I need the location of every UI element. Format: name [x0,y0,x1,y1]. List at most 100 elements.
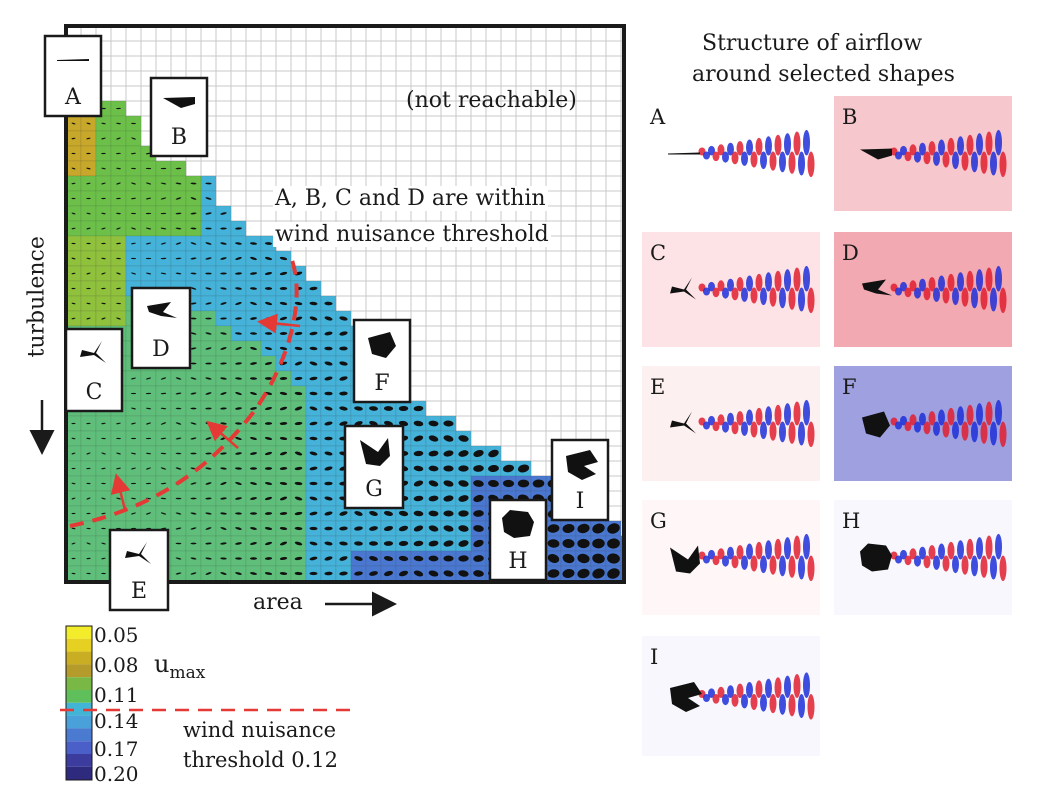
colorbar-swatch [66,677,92,690]
map-shape-glyph [71,227,76,230]
map-shape-glyph [250,301,257,306]
map-shape-glyph [71,317,76,320]
map-shape-glyph [428,420,439,427]
colorbar-swatch [66,638,92,652]
map-shape-glyph [145,257,152,260]
map-shape-glyph [175,542,182,545]
colorbar-swatch [66,728,92,742]
map-shape-glyph [235,346,242,351]
map-shape-glyph [190,242,197,245]
map-shape-glyph [235,482,242,485]
map-shape-glyph [294,436,303,441]
map-shape-glyph [130,482,137,485]
map-shape-glyph [205,272,212,275]
notched-blob-icon [670,545,700,574]
map-shape-glyph [592,553,605,564]
map-shape-glyph [250,437,257,440]
map-shape-glyph [339,346,348,351]
map-shape-glyph [324,346,333,351]
map-shape-glyph [205,407,212,410]
map-shape-glyph [279,316,288,321]
airflow-panel-label: H [842,509,860,533]
map-shape-glyph [458,555,469,562]
map-shape-glyph [175,422,182,425]
map-shape-glyph [443,540,454,547]
map-shape-glyph [86,287,91,290]
map-shape-glyph [175,182,182,185]
map-shape-glyph [324,331,333,336]
map-shape-glyph [339,541,348,546]
map-shape-glyph [592,523,605,534]
map-shape-glyph [279,332,288,335]
x-axis-label: area [253,590,303,615]
map-shape-glyph [294,481,303,486]
map-shape-glyph [190,497,197,500]
callout-h: H [488,498,548,582]
map-shape-glyph [205,557,212,560]
map-shape-glyph [205,302,212,305]
map-shape-glyph [309,496,318,501]
map-shape-glyph [488,479,499,488]
map-shape-glyph [309,376,318,381]
wake-vortices [698,129,815,178]
callout-label: E [131,579,147,604]
map-shape-glyph [130,212,137,215]
map-shape-glyph [160,257,167,260]
map-shape-glyph [130,152,137,155]
map-shape-glyph [86,152,91,155]
arrowhead-icon [147,302,177,318]
map-shape-glyph [235,497,242,500]
map-shape-glyph [428,480,439,487]
map-shape-glyph [101,242,106,245]
map-shape-glyph [190,437,197,440]
thin-plate-icon [57,59,89,61]
map-shape-glyph [339,571,348,576]
map-shape-glyph [428,570,439,577]
airflow-panel-label: C [650,241,666,265]
map-shape-glyph [86,302,91,305]
map-shape-glyph [220,377,227,380]
map-shape-glyph [309,586,318,591]
map-shape-glyph [487,584,499,594]
map-shape-glyph [86,452,91,455]
map-shape-glyph [86,512,91,515]
map-shape-glyph [413,540,424,547]
map-shape-glyph [220,587,227,590]
map-shape-glyph [86,467,91,470]
map-shape-glyph [235,317,242,320]
map-shape-glyph [205,572,212,575]
map-shape-glyph [71,272,76,275]
map-shape-glyph [339,556,348,561]
map-shape-glyph [71,572,76,575]
map-shape-glyph [116,137,121,140]
colorbar-subscript: max [169,662,206,683]
map-shape-glyph [220,467,227,470]
map-shape-glyph [71,587,75,589]
map-shape-glyph [130,122,137,125]
map-shape-glyph [324,511,333,516]
map-shape-glyph [413,585,423,592]
map-shape-glyph [309,541,318,546]
map-shape-glyph [235,422,242,425]
map-shape-glyph [205,317,212,320]
map-shape-glyph [160,212,167,215]
map-shape-glyph [324,301,333,306]
map-shape-glyph [250,497,257,500]
map-shape-glyph [339,391,348,396]
map-shape-glyph [116,197,121,200]
map-shape-glyph [443,420,454,427]
map-shape-glyph [190,588,196,590]
map-shape-glyph [235,407,242,410]
map-shape-glyph [116,467,121,470]
map-shape-glyph [294,316,303,321]
map-shape-glyph [398,540,409,547]
map-shape-glyph [339,316,348,321]
wake-vortices [698,399,815,448]
map-shape-glyph [86,212,91,215]
map-shape-glyph [86,557,91,560]
map-shape-glyph [116,272,121,275]
map-shape-glyph [294,556,303,561]
map-shape-glyph [324,466,333,471]
map-shape-glyph [264,572,273,575]
map-shape-glyph [220,317,227,320]
